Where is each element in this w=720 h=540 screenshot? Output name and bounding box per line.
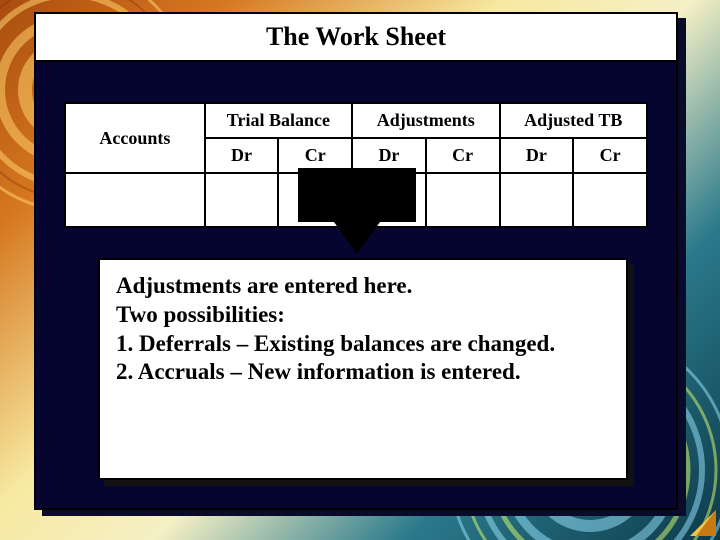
- note-item-2: 2. Accruals – New information is entered…: [116, 358, 610, 387]
- table-row: [352, 173, 426, 227]
- title-bar: The Work Sheet: [36, 14, 676, 62]
- worksheet-table: Accounts Trial Balance Adjustments Adjus…: [64, 102, 648, 228]
- corner-accent-icon: [690, 510, 716, 536]
- atb-cr: Cr: [573, 138, 647, 173]
- note-box: Adjustments are entered here. Two possib…: [98, 258, 628, 480]
- table-row: [500, 173, 574, 227]
- group-adjustments: Adjustments: [352, 103, 499, 138]
- note-item-1: 1. Deferrals – Existing balances are cha…: [116, 330, 610, 359]
- note-line1: Adjustments are entered here.: [116, 272, 610, 301]
- accounts-header: Accounts: [65, 103, 205, 173]
- table-row: [426, 173, 500, 227]
- table-row: [205, 173, 279, 227]
- table-row: [573, 173, 647, 227]
- table-row: [65, 173, 205, 227]
- tb-cr: Cr: [278, 138, 352, 173]
- group-adjusted-tb: Adjusted TB: [500, 103, 648, 138]
- slide-title: The Work Sheet: [266, 22, 446, 52]
- adj-dr: Dr: [352, 138, 426, 173]
- worksheet-table-wrap: Accounts Trial Balance Adjustments Adjus…: [64, 102, 648, 228]
- group-trial-balance: Trial Balance: [205, 103, 352, 138]
- atb-dr: Dr: [500, 138, 574, 173]
- note-line2: Two possibilities:: [116, 301, 610, 330]
- adj-cr: Cr: [426, 138, 500, 173]
- table-row: [278, 173, 352, 227]
- tb-dr: Dr: [205, 138, 279, 173]
